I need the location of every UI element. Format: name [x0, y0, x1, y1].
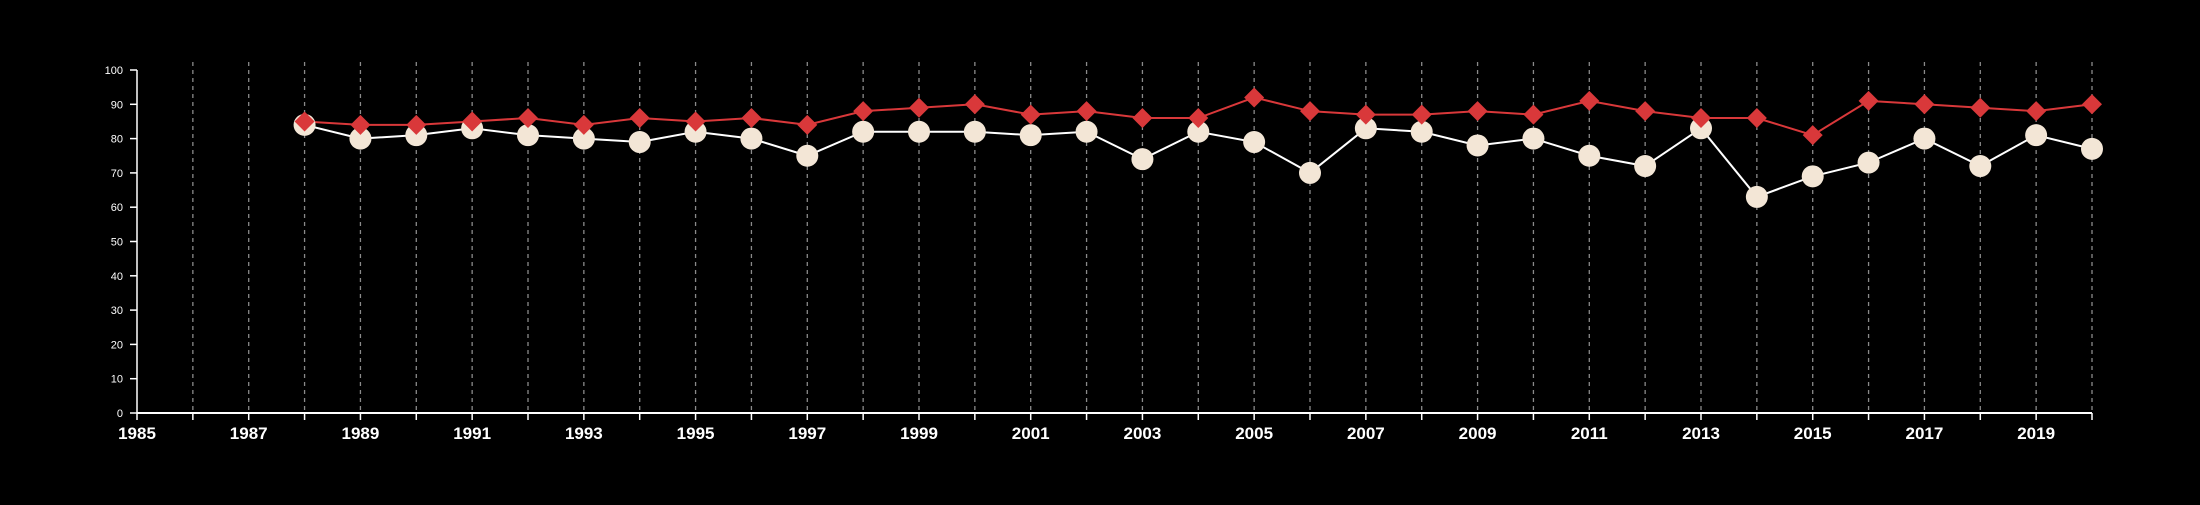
circle-point: [517, 124, 539, 147]
circle-point: [963, 120, 986, 143]
diamond-point: [1579, 90, 1600, 111]
x-tick-label: 1999: [900, 424, 938, 443]
x-tick-label: 2013: [1682, 424, 1720, 443]
circle-point: [405, 124, 428, 147]
circle-point: [740, 127, 763, 150]
diamond-point: [1467, 101, 1488, 122]
circle-point: [1243, 131, 1266, 154]
y-tick-label: 40: [111, 271, 123, 283]
circle-point: [572, 127, 595, 150]
circle-point: [1857, 151, 1880, 174]
x-tick-label: 2015: [1794, 424, 1832, 443]
circle-point: [1913, 127, 1936, 150]
diamond-point: [1635, 101, 1656, 122]
y-tick-label: 60: [111, 202, 123, 214]
diamond-point: [853, 101, 874, 122]
series-layer: [293, 87, 2103, 208]
y-tick-label: 30: [111, 305, 123, 317]
circle-point: [908, 120, 930, 143]
circle-point: [1187, 120, 1210, 143]
diamond-point: [1132, 108, 1153, 129]
diamond-point: [741, 108, 762, 129]
x-tick-label: 2003: [1124, 424, 1162, 443]
diamond-point: [1523, 104, 1544, 125]
diamond-point: [1858, 90, 1879, 111]
diamond-point: [1300, 101, 1320, 122]
y-tick-label: 20: [111, 339, 123, 351]
diamond-point: [1244, 87, 1265, 108]
circle-point: [1075, 120, 1098, 143]
circle-point: [1466, 134, 1489, 157]
x-tick-label: 2017: [1906, 424, 1944, 443]
diamond-point: [629, 108, 650, 129]
y-tick-label: 50: [111, 237, 123, 249]
x-tick-label: 2019: [2017, 424, 2055, 443]
diamond-point: [350, 114, 371, 135]
circle-point: [1299, 161, 1321, 184]
circle-point: [796, 144, 819, 167]
diamond-point: [1914, 94, 1935, 115]
circle-point: [628, 131, 651, 154]
circle-point: [1354, 117, 1377, 140]
x-tick-label: 1997: [788, 424, 826, 443]
diamond-point: [1411, 104, 1432, 125]
circle-point: [1019, 124, 1042, 147]
x-tick-label: 2007: [1347, 424, 1385, 443]
circle-point: [1131, 148, 1154, 171]
axes-layer: 0 10 20 30 40 50 60 70 80 90 100 1985 1987 1989 1991 19…: [105, 65, 2093, 443]
circle-point: [1690, 117, 1712, 140]
diamond-point: [1020, 104, 1041, 125]
x-tick-label: 1989: [342, 424, 380, 443]
circle-point: [684, 120, 707, 143]
diamond-point: [1076, 101, 1097, 122]
diamond-point: [964, 94, 985, 115]
y-tick-label: 100: [105, 65, 123, 77]
y-tick-label: 70: [111, 168, 123, 180]
circle-point: [2025, 124, 2048, 147]
diamond-point: [1188, 108, 1209, 129]
x-tick-label: 2011: [1571, 424, 1608, 443]
diamond-point: [1355, 104, 1376, 125]
diamond-point: [1970, 97, 1991, 118]
diamond-point: [573, 114, 594, 135]
x-tick-label: 1995: [677, 424, 715, 443]
circle-point: [1801, 165, 1824, 188]
diamond-point: [909, 97, 929, 118]
diamond-point: [406, 114, 427, 135]
circle-point: [1745, 185, 1768, 208]
circle-point: [1634, 155, 1657, 178]
circle-point: [1578, 144, 1601, 167]
diamond-point: [462, 111, 483, 132]
diamond-point: [2026, 101, 2047, 122]
x-tick-label: 1987: [230, 424, 268, 443]
x-tick-label: 2005: [1235, 424, 1273, 443]
circle-point: [1522, 127, 1545, 150]
y-tick-label: 0: [117, 408, 123, 420]
diamond-point: [797, 114, 818, 135]
circle-point: [2081, 137, 2103, 160]
circle-point: [852, 120, 875, 143]
diamond-point: [2082, 94, 2102, 115]
diamond-point: [1746, 108, 1767, 129]
diamond-point: [1691, 108, 1711, 129]
y-tick-label: 90: [111, 99, 123, 111]
diamond-point: [294, 111, 315, 132]
y-tick-label: 10: [111, 374, 123, 386]
x-tick-label: 1985: [118, 424, 156, 443]
circle-point: [1969, 155, 1992, 178]
diamond-point: [518, 108, 538, 129]
x-tick-label: 1991: [453, 424, 491, 443]
x-tick-label: 2009: [1459, 424, 1497, 443]
x-tick-label: 1993: [565, 424, 603, 443]
diamond-point: [1802, 125, 1823, 146]
diamond-point: [685, 111, 706, 132]
circle-point: [349, 127, 372, 150]
circle-point: [1410, 120, 1433, 143]
y-tick-label: 80: [111, 134, 123, 146]
x-tick-label: 2001: [1012, 424, 1050, 443]
